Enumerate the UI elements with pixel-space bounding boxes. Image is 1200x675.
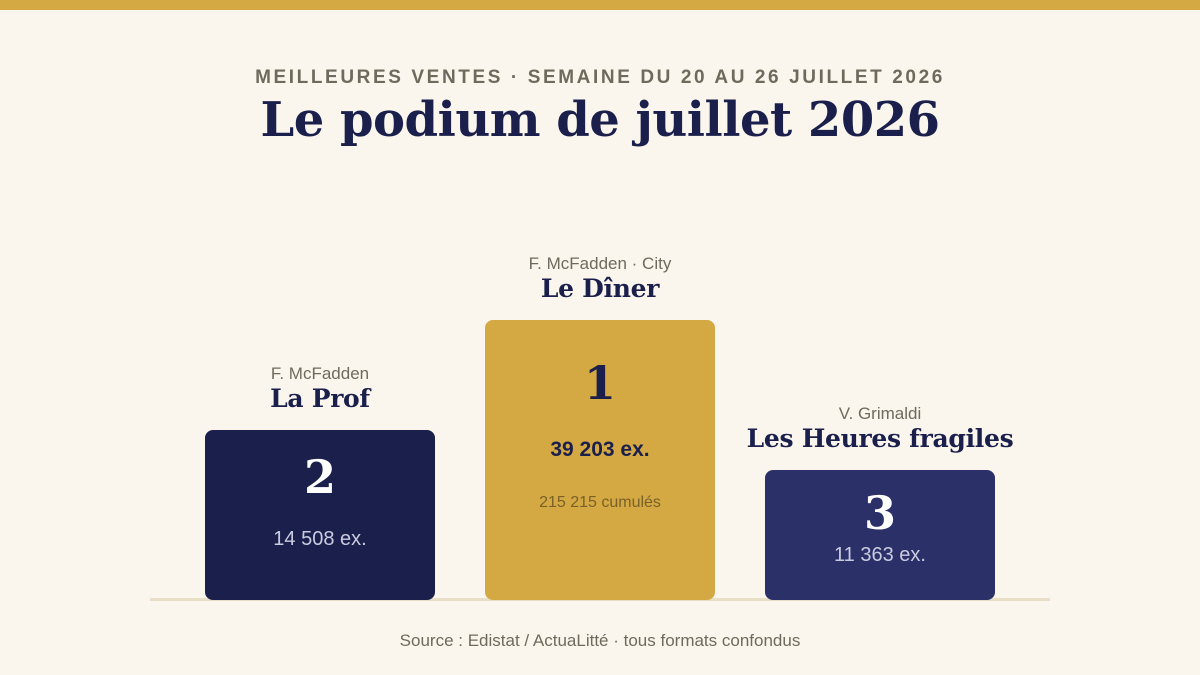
podium-step-rank-3: 3 11 363 ex. — [765, 470, 995, 600]
book-author: F. McFadden — [270, 364, 370, 383]
copies-sold: 39 203 ex. — [550, 438, 650, 461]
podium-label-rank-2: F. McFadden La Prof — [155, 364, 485, 414]
copies-sold: 14 508 ex. — [273, 528, 367, 550]
podium-step-rank-1: 1 39 203 ex. 215 215 cumulés — [485, 320, 715, 600]
rank-number: 1 — [583, 356, 616, 410]
book-author: F. McFadden · City — [528, 254, 672, 273]
podium-label-rank-1: F. McFadden · City Le Dîner — [435, 254, 765, 304]
podium-step-rank-2: 2 14 508 ex. — [205, 430, 435, 600]
book-author: V. Grimaldi — [838, 404, 922, 423]
chart-title: Le podium de juillet 2026 — [260, 92, 940, 148]
chart-kicker: MEILLEURES VENTES · SEMAINE DU 20 AU 26 … — [255, 67, 945, 88]
rank-number: 2 — [303, 450, 336, 504]
podium-label-rank-3: V. Grimaldi Les Heures fragiles — [715, 404, 1045, 454]
top-accent-bar — [0, 0, 1200, 10]
cumulative-copies: 215 215 cumulés — [539, 494, 661, 511]
copies-sold: 11 363 ex. — [834, 544, 926, 566]
book-title: Les Heures fragiles — [746, 424, 1014, 453]
book-title: Le Dîner — [540, 274, 660, 303]
source-note: Source : Edistat / ActuaLitté · tous for… — [399, 631, 801, 650]
book-title: La Prof — [270, 384, 370, 413]
rank-number: 3 — [863, 486, 896, 540]
